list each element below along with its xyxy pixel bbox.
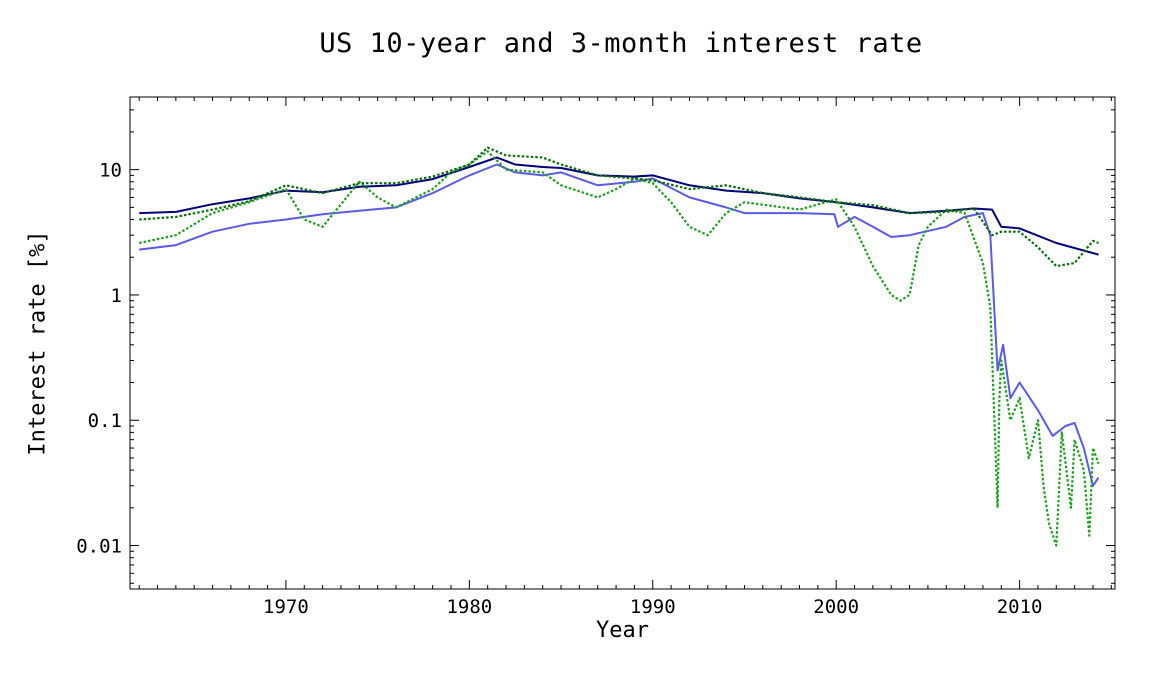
y-tick-label: 0.01 [76, 536, 122, 558]
x-tick-label: 2010 [997, 596, 1043, 618]
x-tick-label: 2000 [813, 596, 859, 618]
x-axis-label: Year [596, 618, 649, 643]
series-line-4 [139, 146, 1099, 268]
series-line-3 [138, 150, 1100, 547]
series-line-2 [139, 163, 1100, 487]
y-tick-label: 10 [99, 160, 122, 182]
plot-frame [129, 96, 1116, 590]
series-line-1 [139, 156, 1099, 256]
y-tick-label: 1 [111, 285, 122, 307]
y-tick-label: 0.1 [88, 410, 122, 432]
x-tick-label: 1990 [630, 596, 676, 618]
y-axis-label: Interest rate [%] [25, 230, 51, 456]
x-tick-label: 1980 [446, 596, 492, 618]
x-tick-label: 1970 [263, 596, 309, 618]
chart-title: US 10-year and 3-month interest rate [319, 28, 923, 59]
